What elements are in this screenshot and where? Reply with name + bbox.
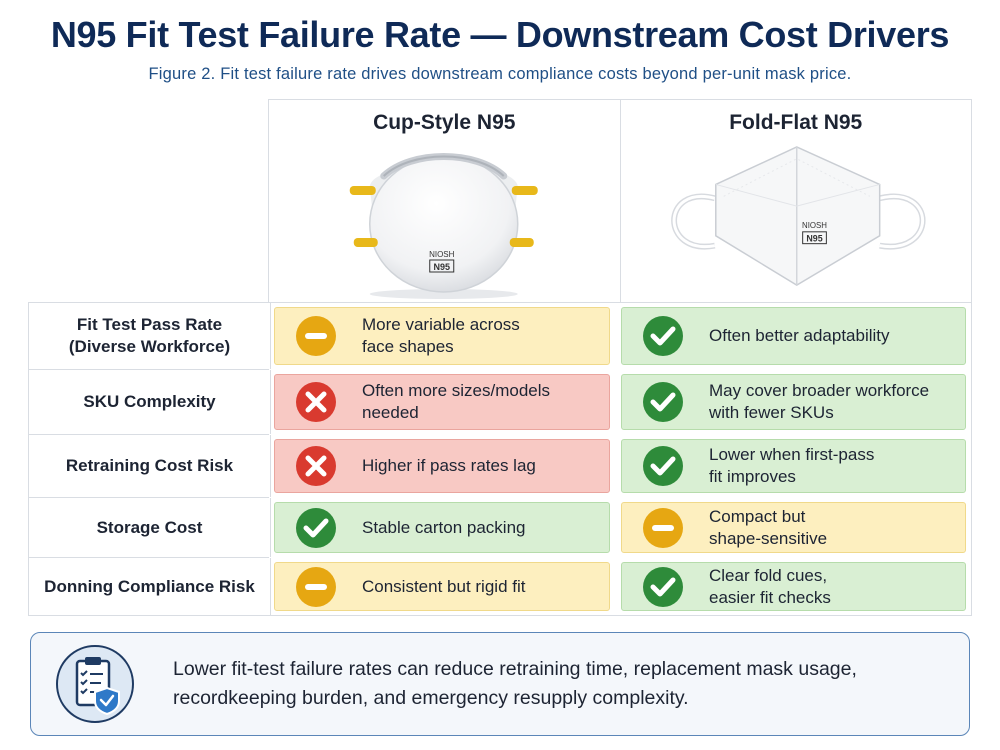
- cell-cup-retraining: Higher if pass rates lag: [274, 439, 610, 493]
- row-label-retraining-cost-risk: Retraining Cost Risk: [29, 435, 271, 497]
- check-status-icon: [643, 566, 683, 607]
- cell-cup-storage: Stable carton packing: [274, 502, 610, 553]
- check-status-icon: [296, 507, 336, 548]
- neutral-status-icon: [296, 316, 336, 356]
- row-label-storage-cost: Storage Cost: [29, 498, 271, 557]
- fold-label-n95: N95: [806, 234, 822, 244]
- cell-cup-donning: Consistent but rigid fit: [274, 562, 610, 611]
- cup-label-n95: N95: [433, 262, 450, 272]
- neutral-status-icon: [643, 507, 683, 548]
- comparison-table: Fit Test Pass Rate (Diverse Workforce) M…: [28, 302, 972, 616]
- table-row: Retraining Cost Risk Higher if pass rate…: [29, 435, 971, 497]
- product-name-fold-flat: Fold-Flat N95: [729, 111, 863, 134]
- row-label-fit-test-pass-rate: Fit Test Pass Rate (Diverse Workforce): [29, 303, 271, 369]
- x-status-icon: [296, 382, 336, 422]
- check-status-icon: [643, 316, 683, 356]
- check-status-icon: [643, 446, 683, 486]
- product-name-cup-style: Cup-Style N95: [373, 111, 516, 134]
- x-status-icon: [296, 446, 336, 486]
- cell-fold-donning: Clear fold cues, easier fit checks: [621, 562, 966, 611]
- page-title: N95 Fit Test Failure Rate — Downstream C…: [50, 14, 950, 55]
- row-label-sku-complexity: SKU Complexity: [29, 370, 271, 434]
- cell-cup-fit-test: More variable across face shapes: [274, 307, 610, 365]
- product-header: Cup-Style N95 NIOSH N95 Fold-Flat: [268, 99, 972, 302]
- cell-fold-sku: May cover broader workforce with fewer S…: [621, 374, 966, 430]
- fold-flat-mask-image: NIOSH N95: [670, 146, 926, 287]
- table-row: Storage Cost Stable carton packing Compa…: [29, 498, 971, 557]
- cell-fold-retraining: Lower when first-pass fit improves: [621, 439, 966, 493]
- cell-cup-sku: Often more sizes/models needed: [274, 374, 610, 430]
- summary-text: Lower fit-test failure rates can reduce …: [173, 658, 857, 709]
- cell-fold-fit-test: Often better adaptability: [621, 307, 966, 365]
- cup-style-mask-image: NIOSH N95: [349, 153, 538, 299]
- neutral-status-icon: [296, 566, 336, 607]
- clipboard-shield-icon: [56, 645, 134, 723]
- summary-callout: Lower fit-test failure rates can reduce …: [30, 632, 970, 736]
- product-fold-flat: Fold-Flat N95 NIOSH N95: [619, 100, 972, 302]
- table-row: Fit Test Pass Rate (Diverse Workforce) M…: [29, 303, 971, 369]
- product-cup-style: Cup-Style N95 NIOSH N95: [269, 100, 620, 302]
- cup-label-niosh: NIOSH: [429, 250, 455, 259]
- cell-fold-storage: Compact but shape-sensitive: [621, 502, 966, 553]
- table-row: SKU Complexity Often more sizes/models n…: [29, 370, 971, 434]
- row-label-donning-compliance-risk: Donning Compliance Risk: [29, 558, 271, 615]
- table-row: Donning Compliance Risk Consistent but r…: [29, 558, 971, 615]
- figure-caption: Figure 2. Fit test failure rate drives d…: [148, 65, 852, 83]
- fold-label-niosh: NIOSH: [802, 221, 827, 230]
- check-status-icon: [643, 382, 683, 422]
